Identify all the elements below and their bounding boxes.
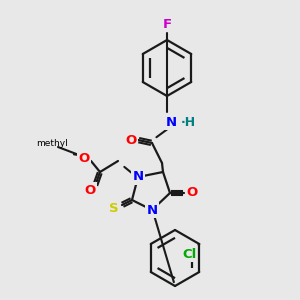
Text: O: O [125,134,136,146]
Text: N: N [165,116,177,128]
Text: N: N [146,203,158,217]
Text: F: F [162,17,172,31]
Text: S: S [109,202,119,214]
Text: O: O [78,152,90,164]
Text: methyl: methyl [36,139,68,148]
Text: O: O [186,187,198,200]
Text: O: O [84,184,96,196]
Text: ·H: ·H [181,116,196,128]
Text: N: N [132,170,144,184]
Text: Cl: Cl [182,248,196,260]
